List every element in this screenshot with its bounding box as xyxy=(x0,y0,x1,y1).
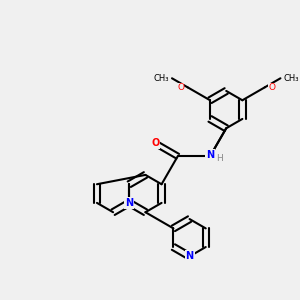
Text: N: N xyxy=(206,150,214,160)
Text: N: N xyxy=(125,198,133,208)
Text: CH₃: CH₃ xyxy=(283,74,299,83)
Text: O: O xyxy=(268,83,275,92)
Text: CH₃: CH₃ xyxy=(154,74,169,83)
Text: H: H xyxy=(217,154,223,163)
Text: O: O xyxy=(177,83,184,92)
Text: N: N xyxy=(185,251,194,261)
Text: O: O xyxy=(151,138,160,148)
